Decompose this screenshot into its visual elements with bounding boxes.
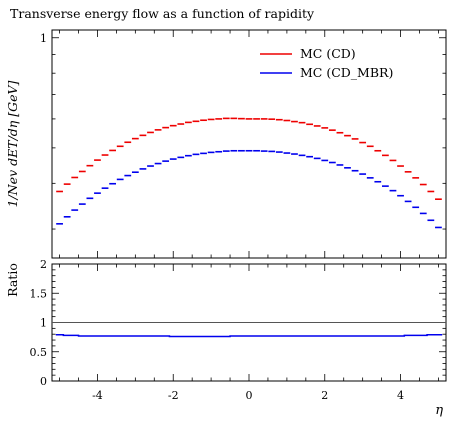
- series-cd: [56, 117, 442, 200]
- x-tick-label: 4: [397, 389, 404, 402]
- main-y-tick-label: 1: [40, 32, 47, 45]
- ratio-series-line: [55, 334, 443, 338]
- ratio-y-tick-label: 0.5: [30, 346, 48, 359]
- ratio-y-tick-label: 1.5: [30, 287, 48, 300]
- ratio-content: -4 -2 0 2 4 0 0.5 1 1.5 2: [30, 258, 446, 402]
- main-series-group: [56, 117, 442, 229]
- chart-title: Transverse energy flow as a function of …: [10, 6, 315, 21]
- ratio-y-tick-label: 1: [40, 317, 47, 330]
- legend: MC (CD) MC (CD_MBR): [260, 46, 393, 80]
- x-axis-label: η: [435, 403, 443, 418]
- x-tick-label: -2: [168, 389, 179, 402]
- main-axis-ticks: 1: [40, 30, 446, 258]
- ratio-y-tick-label: 0: [40, 375, 47, 388]
- legend-label-cd: MC (CD): [300, 46, 356, 61]
- series-cd-mbr: [56, 149, 442, 229]
- ratio-y-tick-label: 2: [40, 258, 47, 271]
- x-tick-label: 2: [321, 389, 328, 402]
- legend-label-cd-mbr: MC (CD_MBR): [300, 65, 393, 80]
- ratio-y-axis-label: Ratio: [5, 263, 20, 297]
- main-y-axis-label: 1/Nev dET/dη [GeV]: [5, 80, 20, 207]
- x-tick-label: 0: [246, 389, 253, 402]
- x-tick-label: -4: [92, 389, 103, 402]
